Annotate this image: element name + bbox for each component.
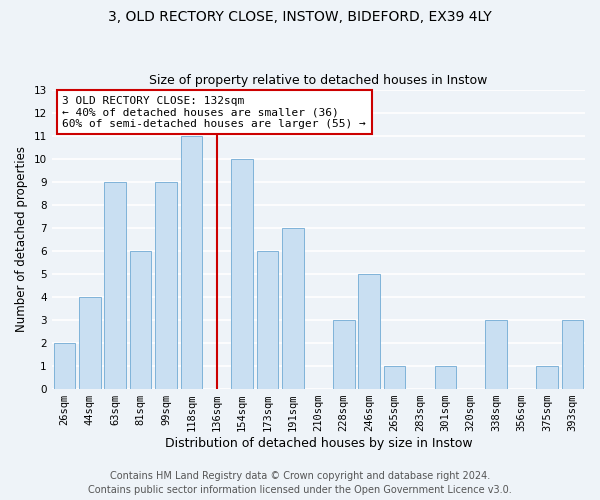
Title: Size of property relative to detached houses in Instow: Size of property relative to detached ho… (149, 74, 488, 87)
X-axis label: Distribution of detached houses by size in Instow: Distribution of detached houses by size … (164, 437, 472, 450)
Bar (434, 366, 456, 389)
Bar (257, 251, 278, 389)
Bar (181, 136, 202, 389)
Bar (104, 182, 126, 389)
Bar (53, 343, 75, 389)
Bar (155, 182, 177, 389)
Bar (536, 366, 557, 389)
Bar (485, 320, 507, 389)
Bar (384, 366, 406, 389)
Bar (358, 274, 380, 389)
Bar (333, 320, 355, 389)
Text: 3, OLD RECTORY CLOSE, INSTOW, BIDEFORD, EX39 4LY: 3, OLD RECTORY CLOSE, INSTOW, BIDEFORD, … (108, 10, 492, 24)
Text: Contains HM Land Registry data © Crown copyright and database right 2024.
Contai: Contains HM Land Registry data © Crown c… (88, 471, 512, 495)
Y-axis label: Number of detached properties: Number of detached properties (15, 146, 28, 332)
Bar (79, 297, 101, 389)
Text: 3 OLD RECTORY CLOSE: 132sqm
← 40% of detached houses are smaller (36)
60% of sem: 3 OLD RECTORY CLOSE: 132sqm ← 40% of det… (62, 96, 366, 128)
Bar (282, 228, 304, 389)
Bar (562, 320, 583, 389)
Bar (130, 251, 151, 389)
Bar (232, 158, 253, 389)
